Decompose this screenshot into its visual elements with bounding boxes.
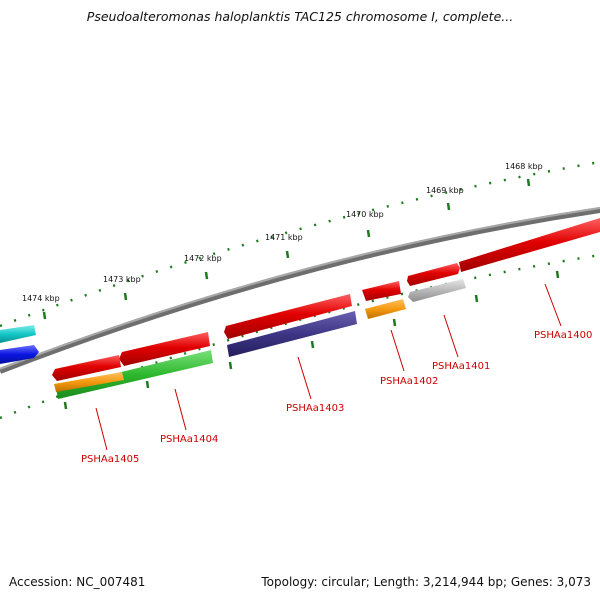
gene-labels: PSHAa1400 PSHAa1401 PSHAa1402 PSHAa1403 … xyxy=(81,330,592,465)
gene-label-PSHAa1400: PSHAa1400 xyxy=(534,330,592,341)
genes-inner-strand xyxy=(54,279,466,399)
gene-PSHAa1404-arrow xyxy=(119,332,210,366)
outer-major-ticks xyxy=(42,178,531,320)
kbp-label-1473: 1473 kbp xyxy=(103,275,141,284)
gene-label-PSHAa1403: PSHAa1403 xyxy=(286,403,344,414)
gene-PSHAa1401-arrow xyxy=(407,263,460,286)
gene-cyan-arrow xyxy=(0,325,36,343)
kbp-labels: 1468 kbp 1469 kbp 1470 kbp 1471 kbp 1472… xyxy=(22,162,543,303)
genes-outer-strand xyxy=(0,218,600,381)
gene-grey-arrow xyxy=(408,279,466,302)
outer-tick-ring xyxy=(0,160,600,328)
genome-summary-text: Topology: circular; Length: 3,214,944 bp… xyxy=(261,575,591,589)
inner-major-ticks xyxy=(63,270,560,410)
gene-purple-arrow xyxy=(227,311,357,357)
gene-blue-arrow xyxy=(0,345,39,364)
chromosome-backbone-highlight xyxy=(0,207,600,370)
map-title: Pseudoalteromonas haloplanktis TAC125 ch… xyxy=(86,9,514,24)
gene-PSHAa1403-arrow xyxy=(224,294,352,339)
gene-label-connectors xyxy=(95,283,562,451)
kbp-label-1474: 1474 kbp xyxy=(22,294,60,303)
accession-text: Accession: NC_007481 xyxy=(9,575,146,589)
gene-label-PSHAa1402: PSHAa1402 xyxy=(380,376,438,387)
gene-label-PSHAa1404: PSHAa1404 xyxy=(160,434,218,445)
gene-PSHAa1400-arrow xyxy=(459,218,600,272)
gene-green-arrow xyxy=(56,350,213,399)
kbp-label-1470: 1470 kbp xyxy=(346,210,384,219)
chromosome-backbone xyxy=(0,207,600,374)
gene-PSHAa1405-arrow xyxy=(52,355,121,381)
kbp-label-1468: 1468 kbp xyxy=(505,162,543,171)
gene-label-PSHAa1405: PSHAa1405 xyxy=(81,454,139,465)
kbp-label-1472: 1472 kbp xyxy=(184,254,222,263)
gene-label-PSHAa1401: PSHAa1401 xyxy=(432,361,490,372)
kbp-label-1469: 1469 kbp xyxy=(426,186,464,195)
kbp-label-1471: 1471 kbp xyxy=(265,233,303,242)
gene-orange-arrow-1402 xyxy=(365,299,406,319)
gene-PSHAa1402-arrow xyxy=(362,281,401,301)
gene-orange-arrow-1405 xyxy=(54,372,124,392)
